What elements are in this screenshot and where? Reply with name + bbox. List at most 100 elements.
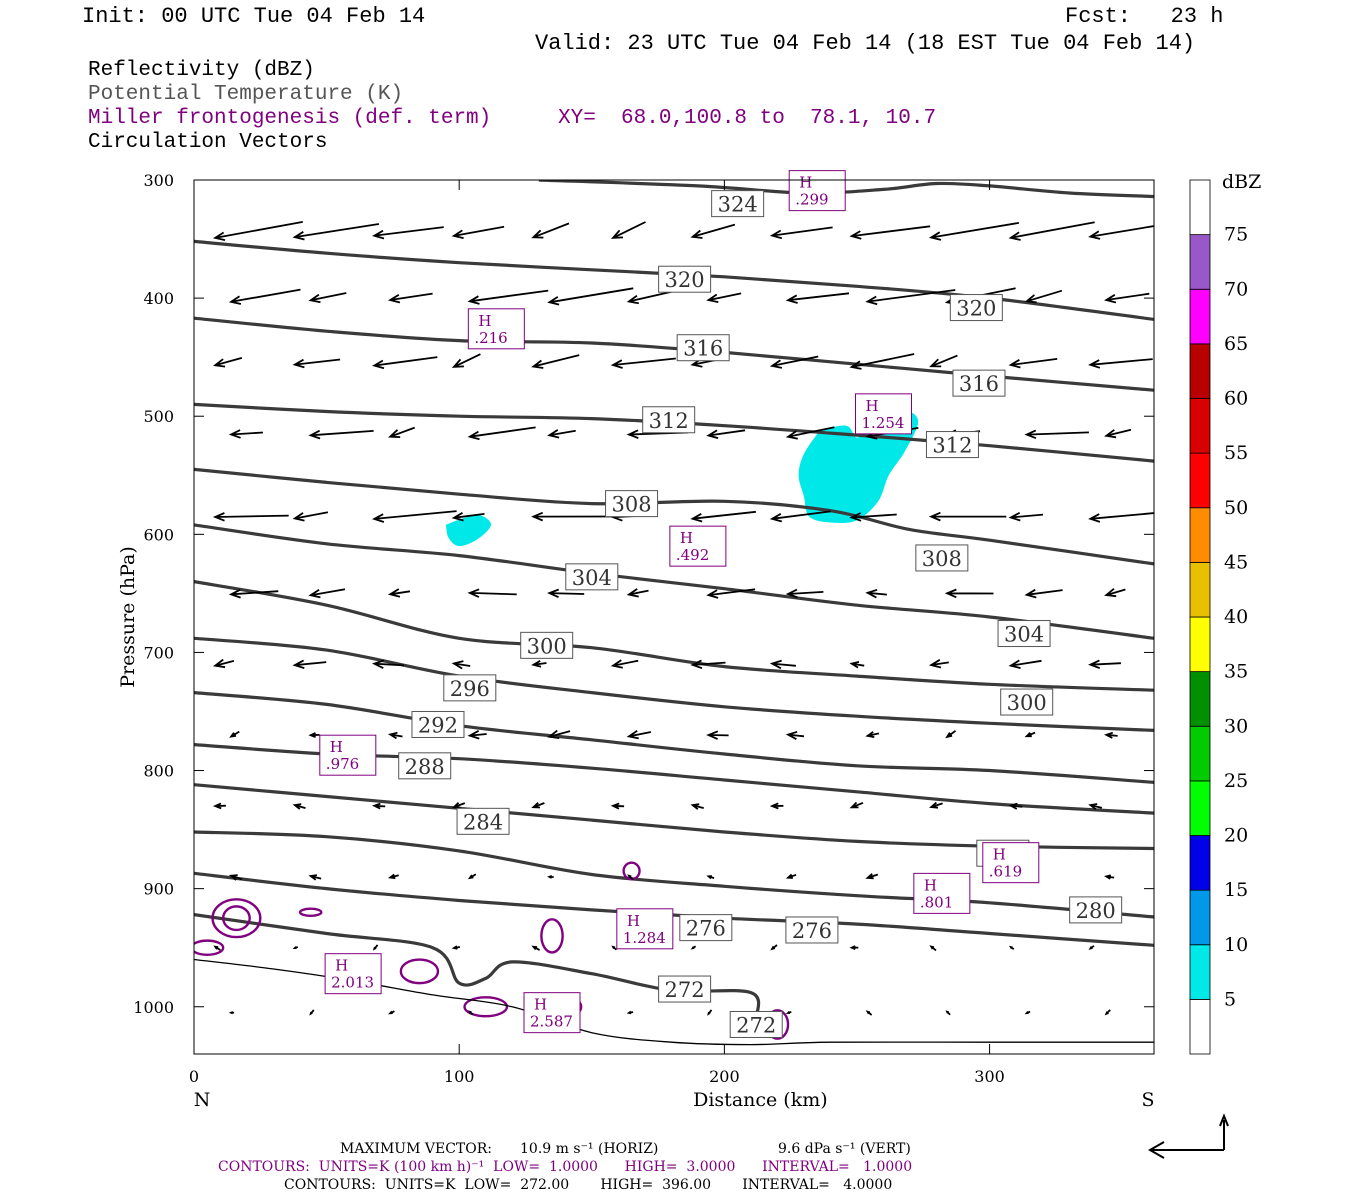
colorbar-label-25: 25 bbox=[1224, 770, 1248, 792]
theta-label-box-312-1 bbox=[925, 431, 979, 459]
colorbar-segment-0 bbox=[1189, 998, 1211, 1055]
vector-14 bbox=[387, 292, 433, 304]
y-tick-label-600: 600 bbox=[143, 525, 174, 544]
theta-label-box-276-0 bbox=[679, 914, 733, 942]
vector-60 bbox=[228, 588, 279, 599]
colorbar-segment-10 bbox=[1189, 452, 1211, 509]
vector-8 bbox=[849, 225, 931, 240]
theta-label-324-0: 324 bbox=[718, 193, 758, 217]
vector-102 bbox=[690, 803, 704, 810]
vector-73 bbox=[292, 659, 327, 669]
colorbar-label-75: 75 bbox=[1224, 224, 1248, 246]
vector-90 bbox=[706, 730, 729, 740]
colorbar-label-50: 50 bbox=[1224, 497, 1248, 519]
vector-112 bbox=[547, 875, 554, 879]
fronto-max-value-2: 1.254 bbox=[862, 414, 905, 432]
vector-61 bbox=[308, 588, 346, 599]
fronto-max-box-0 bbox=[788, 170, 846, 212]
theta-label-300-0: 300 bbox=[527, 634, 567, 658]
colorbar-segment-13 bbox=[1189, 288, 1211, 345]
axes: 300 400 500 600 700 800 900 1000 0 100 200 300 Dista… bbox=[117, 171, 1155, 1111]
vector-37 bbox=[308, 429, 374, 440]
vector-120 bbox=[213, 945, 221, 951]
vector-38 bbox=[388, 426, 416, 438]
theta-contour-324 bbox=[538, 180, 1154, 199]
frontogenesis-contour-9 bbox=[399, 958, 440, 985]
vector-9 bbox=[928, 222, 1020, 241]
init-time: Init: 00 UTC Tue 04 Feb 14 bbox=[82, 4, 426, 29]
theta-contour-272 bbox=[194, 913, 761, 1019]
vector-49 bbox=[292, 511, 329, 522]
theta-contour-316 bbox=[194, 316, 1154, 392]
vector-72 bbox=[212, 658, 235, 669]
vector-11 bbox=[1088, 225, 1154, 240]
theta-label-276-0: 276 bbox=[686, 917, 726, 941]
theta-label-box-272-1 bbox=[729, 1010, 783, 1038]
vector-10 bbox=[1008, 221, 1095, 241]
vector-2 bbox=[372, 226, 444, 240]
fronto-max-h-6: H bbox=[924, 876, 937, 894]
vector-84 bbox=[229, 730, 240, 738]
theta-label-284-0: 284 bbox=[463, 810, 503, 834]
vector-62 bbox=[387, 588, 411, 598]
north-label: N bbox=[194, 1089, 211, 1111]
vector-88 bbox=[547, 729, 571, 739]
colorbar-segment-7 bbox=[1189, 616, 1211, 673]
vector-132 bbox=[228, 1011, 235, 1015]
frontogenesis-contour-5 bbox=[463, 996, 509, 1018]
vector-69 bbox=[944, 588, 994, 599]
fronto-max-value-5: .619 bbox=[989, 863, 1022, 881]
theta-label-box-324-0 bbox=[711, 190, 765, 218]
plot-frame bbox=[193, 179, 1155, 1055]
theta-label-316-0: 316 bbox=[683, 337, 723, 361]
vector-31 bbox=[769, 355, 819, 369]
vector-33 bbox=[929, 354, 958, 368]
vector-27 bbox=[451, 353, 481, 368]
theta-contour-292 bbox=[194, 691, 1154, 784]
contours-frontogenesis-info: CONTOURS: UNITS=K (100 km h)⁻¹ LOW= 1.00… bbox=[218, 1159, 913, 1175]
colorbar-label-30: 30 bbox=[1224, 715, 1248, 737]
vector-58 bbox=[1008, 512, 1044, 522]
vector-13 bbox=[308, 292, 347, 304]
vector-115 bbox=[785, 873, 797, 879]
vector-26 bbox=[372, 356, 438, 370]
vector-48 bbox=[212, 512, 289, 522]
vector-133 bbox=[309, 1009, 315, 1016]
vector-40 bbox=[547, 429, 576, 439]
vector-126 bbox=[690, 945, 697, 950]
vector-6 bbox=[690, 223, 736, 239]
colorbar-label-20: 20 bbox=[1224, 825, 1248, 847]
vector-50 bbox=[372, 510, 457, 523]
vector-106 bbox=[1008, 802, 1023, 810]
theta-label-288-0: 288 bbox=[405, 755, 445, 779]
colorbar-segment-5 bbox=[1189, 725, 1211, 782]
theta-contour-296 bbox=[194, 636, 1154, 732]
vector-116 bbox=[865, 873, 879, 880]
max-vector-label: MAXIMUM VECTOR: bbox=[340, 1141, 492, 1157]
fronto-max-value-7: 1.284 bbox=[623, 929, 666, 947]
south-label: S bbox=[1141, 1089, 1154, 1111]
vector-75 bbox=[451, 660, 471, 670]
vector-96 bbox=[212, 802, 226, 810]
vector-36 bbox=[228, 429, 263, 439]
vector-107 bbox=[1088, 803, 1103, 811]
forecast-hour: Fcst: 23 h bbox=[1065, 4, 1224, 29]
vector-113 bbox=[627, 874, 634, 881]
colorbar-label-60: 60 bbox=[1224, 388, 1248, 410]
y-tick-label-500: 500 bbox=[143, 407, 174, 426]
vector-123 bbox=[451, 945, 461, 950]
theta-label-272-1: 272 bbox=[736, 1013, 776, 1037]
theta-label-box-292-0 bbox=[411, 710, 465, 738]
vector-34 bbox=[1008, 358, 1058, 369]
colorbar-segment-2 bbox=[1189, 889, 1211, 946]
colorbar-label-5: 5 bbox=[1224, 988, 1236, 1010]
y-tick-label-800: 800 bbox=[143, 762, 174, 781]
theta-label-308-0: 308 bbox=[612, 493, 652, 517]
vector-29 bbox=[610, 357, 676, 369]
vector-101 bbox=[610, 802, 625, 810]
vector-54 bbox=[690, 510, 756, 523]
vector-55 bbox=[769, 510, 831, 523]
fronto-max-box-2 bbox=[855, 393, 913, 435]
fronto-max-value-9: 2.587 bbox=[530, 1013, 573, 1031]
fronto-max-box-3 bbox=[669, 525, 727, 567]
